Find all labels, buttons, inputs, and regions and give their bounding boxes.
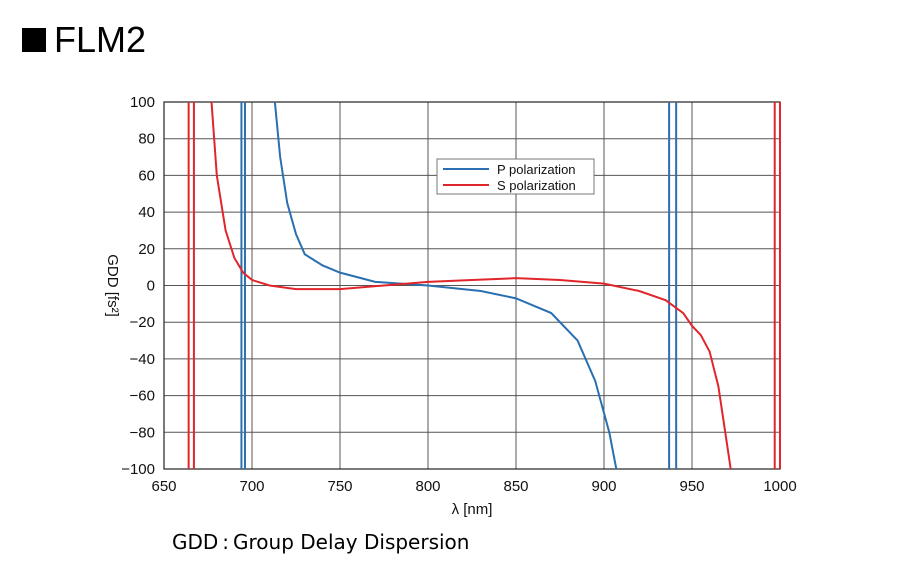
x-tick-label: 950 [679, 478, 704, 495]
footnote: GDD : Group Delay Dispersion [172, 530, 470, 554]
legend-label-s: S polarization [497, 178, 576, 193]
chart-title: FLM2 [54, 19, 147, 60]
series-s-line [210, 101, 732, 470]
y-tick-label: −100 [121, 461, 155, 478]
x-tick-label: 850 [503, 478, 528, 495]
legend-box [436, 158, 595, 195]
y-tick-label: 80 [138, 131, 155, 148]
y-tick-label: −20 [130, 314, 155, 331]
y-tick-label: 0 [147, 278, 155, 295]
x-tick-label: 800 [415, 478, 440, 495]
x-axis-label: λ [nm] [452, 501, 493, 518]
legend-label-p: P polarization [497, 162, 576, 177]
y-tick-label: −40 [130, 351, 155, 368]
y-axis-label: GDD [fs²] [104, 254, 121, 317]
x-tick-label: 650 [151, 478, 176, 495]
y-tick-label: 60 [138, 167, 155, 184]
y-tick-label: −60 [130, 388, 155, 405]
chart-heading: FLM2 [22, 20, 146, 60]
x-tick-label: 900 [591, 478, 616, 495]
y-tick-label: 40 [138, 204, 155, 221]
y-tick-label: −80 [130, 424, 155, 441]
x-tick-label: 750 [327, 478, 352, 495]
x-tick-label: 700 [239, 478, 264, 495]
y-tick-label: 100 [130, 94, 155, 111]
y-tick-label: 20 [138, 241, 155, 258]
square-bullet-icon [22, 28, 46, 52]
gdd-chart: 650 700 750 800 850 900 950 1000 100 80 60 40 20 0 −20… [104, 94, 797, 518]
x-tick-label: 1000 [763, 478, 796, 495]
